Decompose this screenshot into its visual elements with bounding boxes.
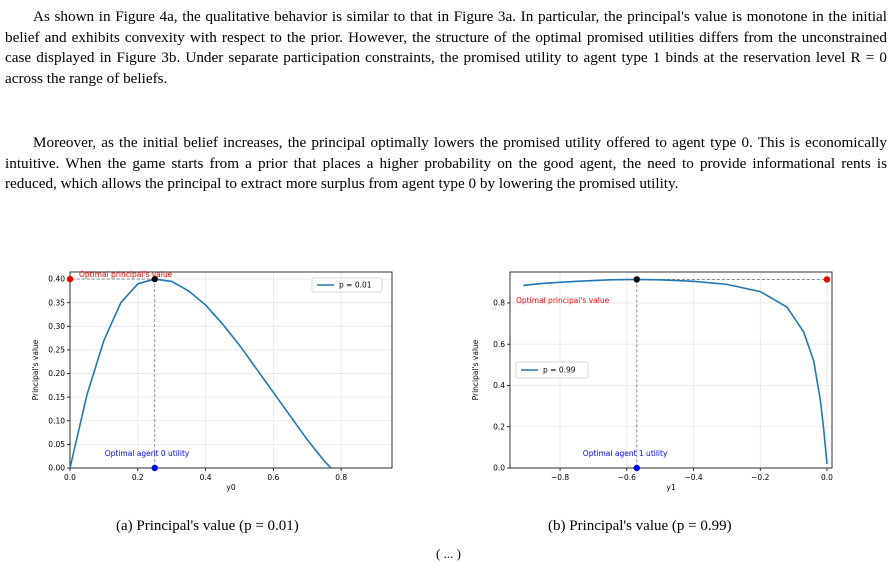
x-tick-label: 0.6: [267, 473, 279, 482]
legend-box: [515, 361, 589, 379]
x-tick-label: −0.4: [684, 473, 702, 482]
y-tick-label: 0.2: [493, 422, 505, 431]
x-axis-label: y0: [226, 483, 235, 492]
x-tick-label: 0.0: [821, 473, 833, 482]
y-tick-label: 0.0: [493, 464, 505, 473]
optimal-value-point: [66, 275, 74, 283]
y-tick-label: 0.8: [493, 299, 505, 308]
annotation-optimal-value: Optimal principal's value: [516, 296, 610, 305]
optimal-value-point: [823, 276, 831, 283]
y-axis-label: Principal's value: [31, 339, 40, 400]
annotation-optimal-utility: Optimal agent 1 utility: [583, 449, 668, 458]
equation-stub: ( ... ): [436, 546, 461, 561]
plot-frame: [509, 271, 833, 469]
legend-label: p = 0.01: [339, 281, 372, 290]
x-tick-label: −0.2: [751, 473, 769, 482]
x-tick-label: −0.6: [618, 473, 636, 482]
paragraph-2: Moreover, as the initial belief increase…: [5, 133, 887, 195]
y-tick-label: 0.40: [48, 275, 65, 284]
y-tick-label: 0.00: [48, 464, 65, 473]
y-tick-label: 0.10: [48, 416, 65, 425]
annotation-optimal-value: Optimal principal's value: [79, 270, 173, 279]
y-tick-label: 0.30: [48, 322, 65, 331]
paragraph-2-text: Moreover, as the initial belief increase…: [5, 134, 887, 193]
optimal-utility-point: [151, 464, 158, 472]
y-tick-label: 0.6: [493, 340, 505, 349]
optimal-utility-point: [633, 464, 640, 472]
y-tick-label: 0.25: [48, 346, 65, 355]
x-tick-label: 0.8: [335, 473, 347, 482]
series-line: [523, 278, 828, 464]
x-tick-label: 0.2: [132, 473, 144, 482]
figure-b-chart: −0.8 −0.6 −0.4 −0.2 0.0 0.0 0.2 0.4 0.6 0.8 y1 Prin…: [471, 271, 833, 492]
legend: p = 0.01: [311, 277, 383, 293]
figure-a-chart: 0.0 0.2 0.4 0.6 0.8 0.00 0.05 0.10 0.15 0.20 0.25 0…: [31, 270, 393, 492]
optimum-point: [633, 276, 640, 283]
y-tick-label: 0.35: [48, 298, 65, 307]
legend-label: p = 0.99: [543, 366, 576, 375]
y-tick-label: 0.4: [493, 381, 505, 390]
annotation-optimal-utility: Optimal agent 0 utility: [105, 449, 190, 458]
figure-b-caption: (b) Principal's value (p = 0.99): [548, 518, 732, 534]
y-tick-label: 0.15: [48, 393, 65, 402]
x-tick-label: 0.0: [64, 473, 76, 482]
optimum-point: [151, 275, 158, 283]
figure-a-caption: (a) Principal's value (p = 0.01): [116, 518, 299, 534]
legend: p = 0.99: [515, 361, 589, 379]
plot-frame: [69, 271, 393, 469]
y-axis-label: Principal's value: [471, 339, 480, 400]
legend-box: [311, 277, 383, 293]
y-tick-label: 0.20: [48, 369, 65, 378]
paragraph-1-text: As shown in Figure 4a, the qualitative b…: [5, 8, 887, 87]
x-axis-label: y1: [666, 483, 675, 492]
paragraph-1: As shown in Figure 4a, the qualitative b…: [5, 7, 887, 89]
x-tick-label: 0.4: [200, 473, 212, 482]
x-tick-label: −0.8: [551, 473, 569, 482]
series-line: [69, 278, 332, 469]
y-tick-label: 0.05: [48, 440, 65, 449]
